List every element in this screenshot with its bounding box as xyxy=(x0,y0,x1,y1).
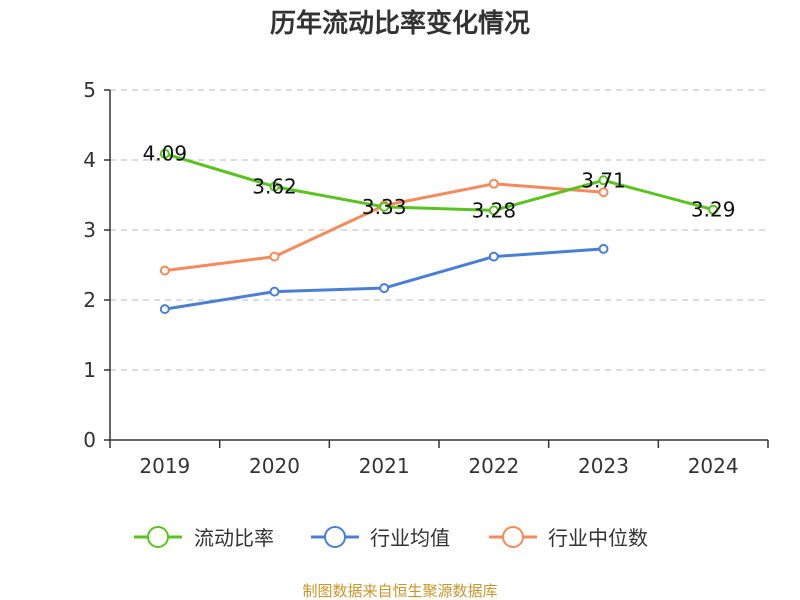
legend-label: 流动比率 xyxy=(194,526,274,550)
y-tick-label: 5 xyxy=(83,78,96,102)
legend-item[interactable]: 行业均值 xyxy=(311,526,450,550)
data-point xyxy=(488,205,499,216)
data-label: 3.71 xyxy=(581,168,626,192)
data-point xyxy=(159,304,170,315)
legend-item[interactable]: 流动比率 xyxy=(134,526,274,550)
x-tick-label: 2021 xyxy=(359,454,410,478)
y-tick-label: 2 xyxy=(83,288,96,312)
legend-label: 行业均值 xyxy=(370,526,450,550)
grid-lines xyxy=(110,89,768,371)
data-label: 3.33 xyxy=(362,195,407,219)
data-point xyxy=(488,251,499,262)
chart-title: 历年流动比率变化情况 xyxy=(270,8,530,39)
x-tick-label: 2019 xyxy=(139,454,190,478)
data-point xyxy=(488,178,499,189)
series-line xyxy=(163,152,715,212)
x-tick-label: 2024 xyxy=(688,454,739,478)
data-point xyxy=(708,204,719,215)
data-label: 3.29 xyxy=(691,198,736,222)
y-tick-label: 4 xyxy=(83,148,96,172)
data-point xyxy=(598,243,609,254)
series-line xyxy=(163,247,605,311)
data-point xyxy=(159,265,170,276)
legend-label: 行业中位数 xyxy=(548,526,648,550)
data-label: 3.62 xyxy=(252,175,297,199)
axes: 0 1 2 3 4 5 2019 2020 2021 2022 2023 2024 xyxy=(83,78,769,478)
data-labels: 4.09 3.62 3.33 3.28 3.71 3.29 xyxy=(143,142,736,223)
legend-swatch-marker xyxy=(147,526,169,548)
legend-swatch-marker xyxy=(324,526,346,548)
x-tick-label: 2023 xyxy=(578,454,629,478)
data-point xyxy=(159,148,170,159)
data-point xyxy=(598,187,609,198)
data-label: 3.28 xyxy=(472,198,517,222)
data-point xyxy=(269,251,280,262)
x-tick-label: 2022 xyxy=(468,454,519,478)
y-tick-label: 1 xyxy=(83,358,96,382)
series-layer xyxy=(159,148,719,315)
data-point xyxy=(269,181,280,192)
y-tick-label: 0 xyxy=(83,428,96,452)
data-point xyxy=(379,201,390,212)
legend-swatch-marker xyxy=(502,526,524,548)
data-label: 4.09 xyxy=(143,142,188,166)
data-point xyxy=(269,286,280,297)
y-tick-label: 3 xyxy=(83,218,96,242)
x-tick-label: 2020 xyxy=(249,454,300,478)
legend-item[interactable]: 行业中位数 xyxy=(489,526,648,550)
legend[interactable]: 流动比率 行业均值 行业中位数 xyxy=(134,526,648,550)
data-point xyxy=(598,175,609,186)
source-note: 制图数据来自恒生聚源数据库 xyxy=(302,582,497,600)
data-point xyxy=(379,283,390,294)
